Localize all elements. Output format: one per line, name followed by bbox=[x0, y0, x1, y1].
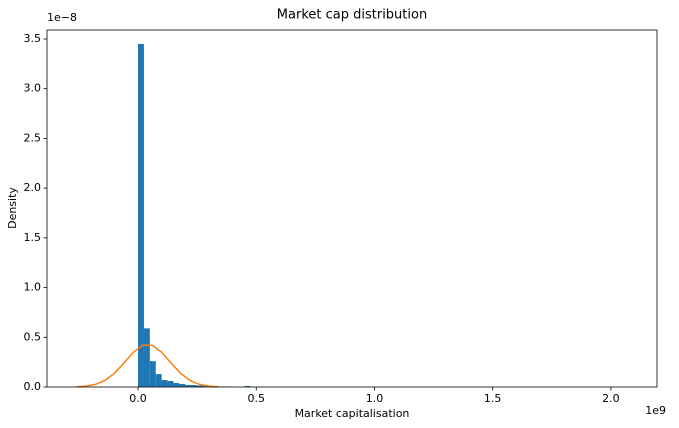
bar bbox=[191, 385, 198, 387]
y-tick-label: 0.5 bbox=[24, 330, 42, 343]
y-tick-label: 3.0 bbox=[24, 82, 42, 95]
axes-frame bbox=[46, 29, 658, 388]
bar bbox=[149, 361, 156, 387]
x-tick-label: 0.0 bbox=[129, 392, 147, 405]
y-tick-label: 1.0 bbox=[24, 281, 42, 294]
x-offset-label: 1e9 bbox=[645, 404, 666, 417]
bar bbox=[179, 384, 186, 387]
y-offset-label: 1e−8 bbox=[47, 11, 77, 24]
y-tick-label: 2.0 bbox=[24, 181, 42, 194]
x-tick-label: 2.0 bbox=[602, 392, 620, 405]
density-curve bbox=[76, 344, 219, 388]
x-tick-label: 0.5 bbox=[247, 392, 265, 405]
y-tick-label: 0.0 bbox=[24, 380, 42, 393]
bar bbox=[173, 383, 180, 387]
x-axis-label: Market capitalisation bbox=[295, 407, 410, 420]
bar bbox=[197, 385, 204, 387]
bar bbox=[155, 374, 162, 387]
chart-title: Market cap distribution bbox=[277, 8, 427, 23]
y-tick-label: 3.5 bbox=[24, 32, 42, 45]
bar bbox=[185, 385, 192, 387]
y-tick-label: 1.5 bbox=[24, 231, 42, 244]
x-tick-label: 1.0 bbox=[366, 392, 384, 405]
bar bbox=[203, 386, 209, 387]
y-tick-label: 2.5 bbox=[24, 131, 42, 144]
bar bbox=[138, 43, 144, 388]
y-axis-label: Density bbox=[6, 187, 19, 229]
bar bbox=[161, 380, 168, 387]
x-tick-label: 1.5 bbox=[484, 392, 502, 405]
bar bbox=[244, 386, 251, 387]
bar bbox=[143, 328, 150, 387]
bar bbox=[167, 381, 174, 387]
